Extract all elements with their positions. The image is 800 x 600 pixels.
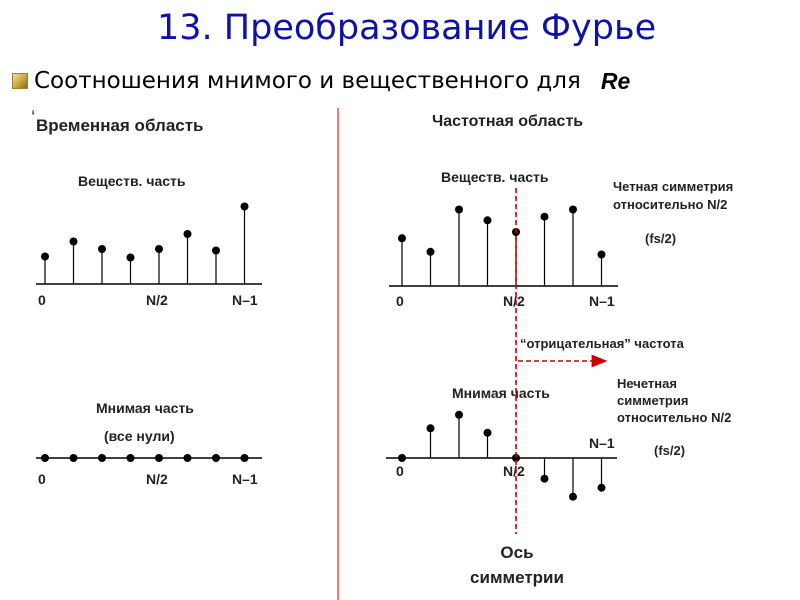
time-imag-point-2	[98, 454, 106, 462]
odd-symmetry-line2: симметрия	[617, 393, 688, 408]
freq-real-point-0	[398, 234, 406, 243]
time-real-point-5	[183, 230, 192, 238]
time-real-label: Веществ. часть	[78, 173, 186, 189]
time-imag-tick-0: 0	[38, 471, 46, 487]
time-imag-point-7	[240, 454, 249, 462]
freq-imag-point-6	[569, 492, 577, 501]
time-imag-tick-end: N–1	[232, 471, 258, 487]
symmetry-axis-label-line2: симметрии	[470, 568, 564, 587]
time-real-point-7	[240, 202, 249, 211]
clipped-glyph-artifact: ‘	[31, 107, 35, 129]
time-real-point-3	[126, 253, 135, 262]
freq-imag-point-2	[455, 410, 463, 419]
time-imag-point-3	[126, 454, 135, 462]
freq-real-tick-end: N–1	[589, 293, 615, 309]
subtitle-text: Соотношения мнимого и вещественного для	[34, 68, 581, 94]
time-real-tick-end: N–1	[232, 292, 258, 308]
freq-imag-point-0	[398, 454, 406, 462]
time-imag-tick-mid: N/2	[146, 471, 168, 487]
freq-real-point-3	[483, 216, 492, 225]
time-real-point-6	[212, 246, 220, 255]
freq-imag-point-3	[483, 428, 492, 437]
time-imag-point-6	[212, 454, 220, 462]
freq-imag-tick-mid: N/2	[503, 463, 525, 479]
time-imag-note: (все нули)	[104, 428, 175, 444]
odd-symmetry-line1: Нечетная	[617, 376, 677, 391]
freq-domain-heading: Частотная область	[432, 113, 583, 130]
freq-imag-point-1	[426, 424, 435, 433]
time-real-tick-0: 0	[38, 292, 46, 308]
freq-real-point-2	[455, 205, 463, 214]
freq-real-tick-0: 0	[396, 293, 404, 309]
time-real-point-1	[69, 237, 78, 246]
freq-imag-point-7	[597, 483, 606, 492]
odd-symmetry-line3: относительно N/2	[617, 410, 731, 425]
freq-real-point-6	[569, 205, 577, 214]
freq-imag-stems	[398, 410, 606, 501]
time-real-point-4	[155, 245, 163, 253]
time-imag-point-4	[155, 454, 163, 462]
freq-real-point-5	[540, 212, 549, 221]
time-real-tick-mid: N/2	[146, 292, 168, 308]
time-imag-label: Мнимая часть	[96, 400, 194, 416]
time-imag-dots	[41, 454, 249, 462]
time-real-point-2	[98, 245, 106, 253]
time-imag-point-5	[183, 454, 192, 462]
freq-imag-tick-0: 0	[396, 463, 404, 479]
negative-frequency-label: “отрицательная” частота	[520, 336, 685, 351]
time-real-point-0	[41, 252, 49, 261]
freq-real-stems	[398, 205, 606, 286]
freq-imag-point-5	[540, 474, 549, 483]
even-symmetry-line1: Четная симметрия	[613, 179, 733, 194]
even-symmetry-line2: относительно N/2	[613, 197, 727, 212]
time-imag-point-0	[41, 454, 49, 462]
time-domain-heading: Временная область	[36, 116, 204, 135]
symmetry-axis-label-line1: Ось	[500, 543, 533, 562]
slide-title: 13. Преобразование Фурье	[157, 8, 657, 48]
freq-real-tick-mid: N/2	[503, 293, 525, 309]
time-imag-point-1	[69, 454, 78, 462]
odd-fs-label: (fs/2)	[654, 443, 685, 458]
freq-imag-tick-end: N–1	[589, 435, 615, 451]
freq-imag-label: Мнимая часть	[452, 385, 550, 401]
freq-imag-point-4	[512, 454, 520, 462]
time-real-stems	[41, 202, 249, 284]
freq-real-point-7	[597, 250, 606, 259]
freq-real-label: Веществ. часть	[441, 169, 549, 185]
freq-real-point-1	[426, 247, 435, 256]
subtitle-row: Соотношения мнимого и вещественного для …	[12, 66, 630, 96]
gold-square-bullet-icon	[12, 73, 28, 89]
even-fs-label: (fs/2)	[645, 231, 676, 246]
subtitle-emphasis: Re	[600, 67, 631, 94]
